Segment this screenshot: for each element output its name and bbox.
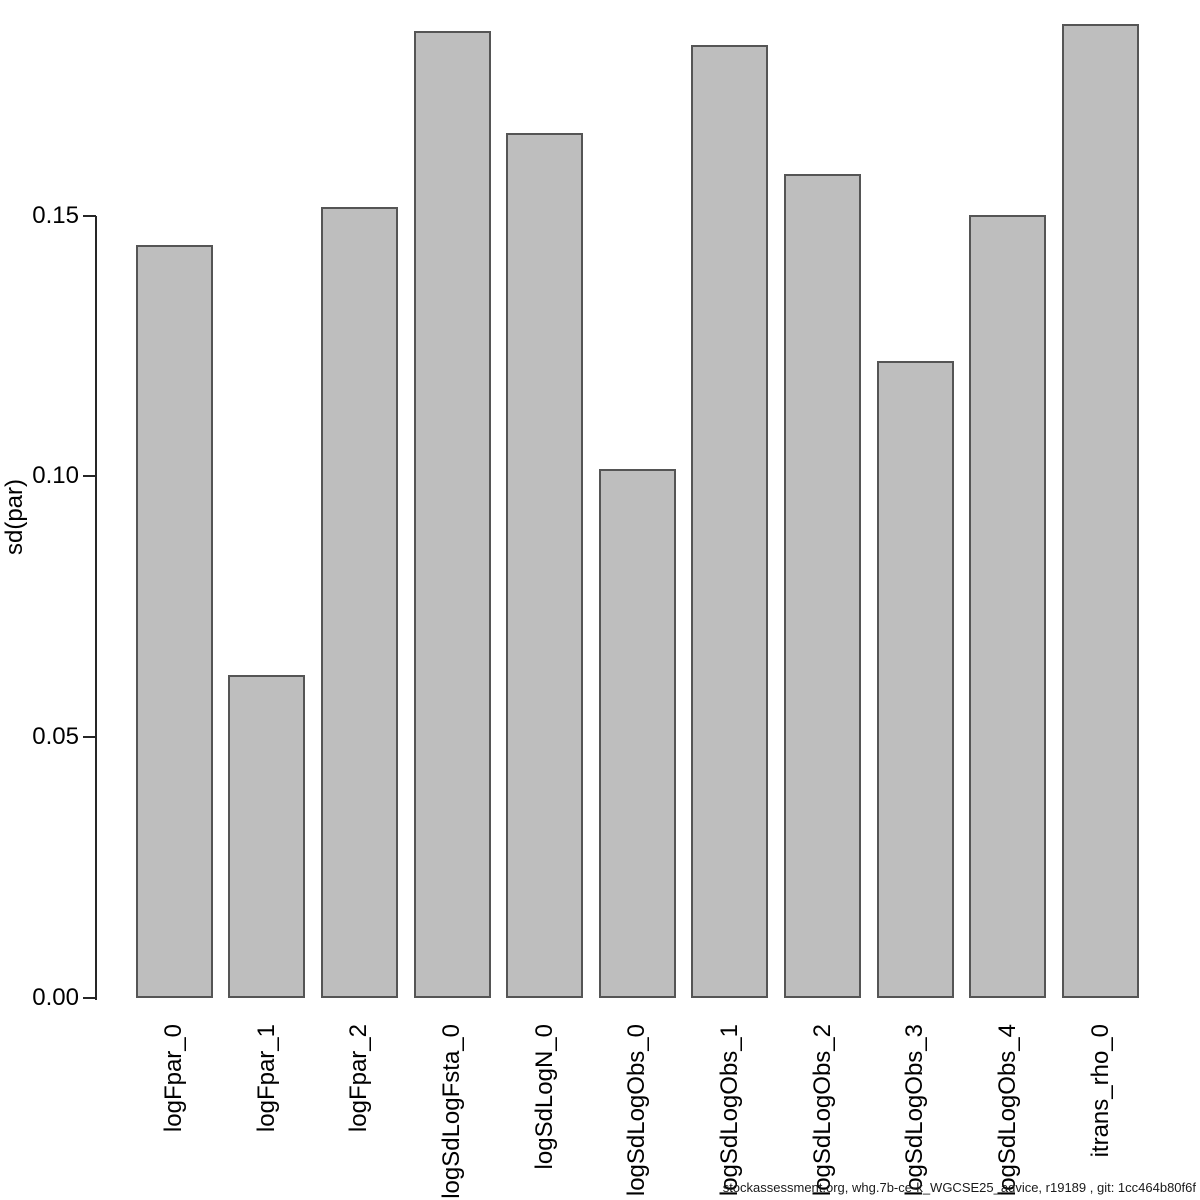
x-label-logSdLogObs_2: logSdLogObs_2 (808, 1024, 836, 1197)
x-label-logFpar_0: logFpar_0 (160, 1024, 188, 1133)
bar-logSdLogObs_1 (691, 44, 769, 998)
bar-logFpar_0 (135, 244, 213, 998)
bar-itrans_rho_0 (1062, 23, 1139, 998)
bar-logFpar_2 (320, 206, 398, 998)
y-tick (83, 736, 96, 739)
plot-footer-caption: stockassessment.org, whg.7b-ce-k_WGCSE25… (722, 1180, 1196, 1195)
x-label-logSdLogFsta_0: logSdLogFsta_0 (438, 1024, 466, 1199)
x-label-logSdLogN_0: logSdLogN_0 (530, 1024, 558, 1170)
x-label-logSdLogObs_3: logSdLogObs_3 (901, 1024, 929, 1197)
bar-logSdLogObs_4 (969, 214, 1047, 998)
bar-logSdLogN_0 (506, 133, 584, 998)
y-tick (83, 475, 96, 478)
y-axis-line (95, 215, 97, 1000)
y-tick-label: 0.05 (32, 723, 79, 751)
bar-logSdLogObs_0 (598, 468, 676, 998)
bar-logSdLogFsta_0 (413, 30, 491, 998)
x-label-logFpar_2: logFpar_2 (345, 1024, 373, 1133)
y-tick (83, 214, 96, 217)
y-axis-title: sd(par) (1, 478, 28, 556)
y-tick-label: 0.00 (32, 984, 79, 1011)
bar-logSdLogObs_2 (784, 173, 862, 998)
x-label-logSdLogObs_0: logSdLogObs_0 (623, 1024, 651, 1197)
bar-logSdLogObs_3 (876, 360, 954, 998)
y-tick-label: 0.15 (32, 201, 79, 229)
y-tick-label: 0.10 (32, 462, 79, 490)
x-label-logSdLogObs_4: logSdLogObs_4 (993, 1024, 1021, 1197)
x-label-itrans_rho_0: itrans_rho_0 (1086, 1024, 1114, 1158)
bar-logFpar_1 (228, 674, 306, 998)
x-label-logFpar_1: logFpar_1 (252, 1024, 280, 1133)
x-label-logSdLogObs_1: logSdLogObs_1 (715, 1024, 743, 1197)
y-tick (83, 997, 96, 999)
